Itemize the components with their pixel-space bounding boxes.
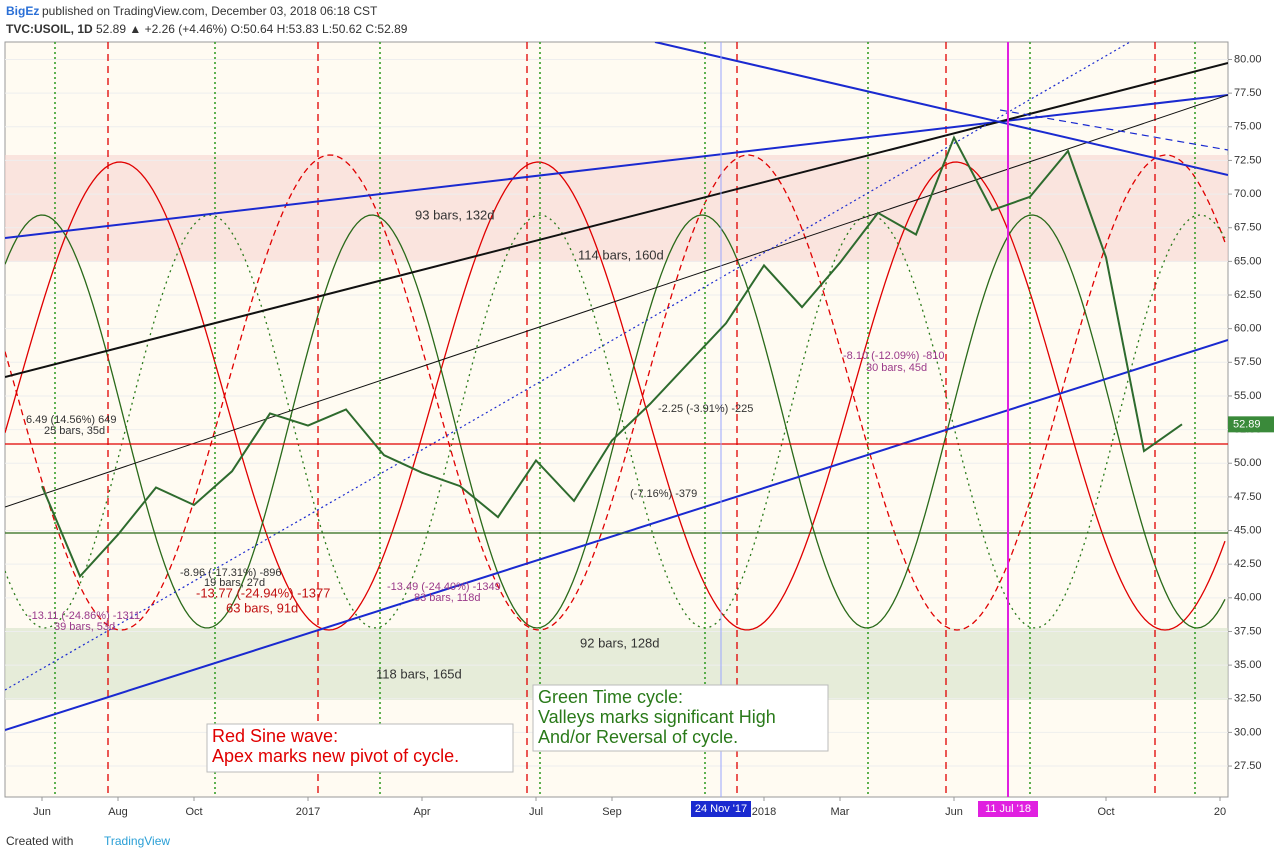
price-line bbox=[41, 135, 1183, 579]
date-marker bbox=[691, 801, 751, 817]
trend-line bbox=[5, 94, 1228, 239]
sine-wave bbox=[5, 161, 1226, 631]
y-tick-label: 80.00 bbox=[1234, 53, 1262, 65]
x-tick-label: Oct bbox=[1097, 806, 1114, 818]
annotation: 39 bars, 53d bbox=[54, 621, 115, 633]
annotation: 19 bars, 27d bbox=[204, 577, 265, 589]
x-tick-label: Jul bbox=[529, 806, 543, 818]
publisher: BigEz bbox=[6, 4, 39, 18]
last-price-label: 52.89 bbox=[1233, 418, 1261, 430]
x-tick-label: Aug bbox=[108, 806, 128, 818]
x-tick-label: Jun bbox=[33, 806, 51, 818]
sine-wave bbox=[5, 214, 1226, 629]
y-tick-label: 55.00 bbox=[1234, 390, 1262, 402]
annotation: -8.96 (-17.31%) -896 bbox=[180, 567, 282, 579]
y-tick-label: 30.00 bbox=[1234, 726, 1262, 738]
annotation: -2.25 (-3.91%) -225 bbox=[658, 403, 753, 415]
annotation: (-7.16%) -379 bbox=[630, 488, 697, 500]
note-text: Green Time cycle: bbox=[538, 687, 683, 707]
last-price-tag bbox=[1228, 416, 1274, 433]
y-tick-label: 70.00 bbox=[1234, 188, 1262, 200]
y-tick-label: 72.50 bbox=[1234, 154, 1262, 166]
y-tick-label: 65.00 bbox=[1234, 255, 1262, 267]
drawings bbox=[5, 42, 1228, 797]
annotation: -13.11 (-24.86%) -1311 bbox=[28, 610, 140, 622]
y-tick-label: 62.50 bbox=[1234, 289, 1262, 301]
trend-line bbox=[654, 42, 1228, 176]
date-marker bbox=[978, 801, 1038, 817]
sine-wave bbox=[5, 214, 1226, 629]
x-tick-label: 2018 bbox=[752, 806, 776, 818]
y-tick-label: 77.50 bbox=[1234, 87, 1262, 99]
y-tick-label: 45.00 bbox=[1234, 524, 1262, 536]
x-tick-label: Sep bbox=[602, 806, 622, 818]
note-box bbox=[206, 723, 514, 773]
note-text: Apex marks new pivot of cycle. bbox=[212, 746, 459, 766]
note-text: Red Sine wave: bbox=[212, 726, 338, 746]
y-tick-label: 57.50 bbox=[1234, 356, 1262, 368]
y-tick-label: 47.50 bbox=[1234, 491, 1262, 503]
trend-line bbox=[999, 109, 1228, 151]
y-tick-label: 27.50 bbox=[1234, 760, 1262, 772]
y-tick-label: 40.00 bbox=[1234, 592, 1262, 604]
trend-line bbox=[5, 42, 1131, 691]
subtitle: published on TradingView.com, December 0… bbox=[42, 4, 378, 18]
trend-line bbox=[5, 94, 1228, 508]
x-tick-label: Apr bbox=[413, 806, 430, 818]
trend-line bbox=[5, 339, 1228, 731]
y-tick-label: 50.00 bbox=[1234, 457, 1262, 469]
chart-title: TVC:USOIL, 1D bbox=[6, 22, 93, 36]
note-box bbox=[532, 684, 829, 752]
annotation: -13.77 (-24.94%) -1377 bbox=[196, 585, 330, 600]
footer: Created with bbox=[6, 834, 73, 848]
y-tick-label: 42.50 bbox=[1234, 558, 1262, 570]
sine-wave bbox=[5, 154, 1226, 631]
date-marker-label: 11 Jul '18 bbox=[985, 803, 1031, 815]
annotation: -8.10 (-12.09%) -810 bbox=[843, 350, 945, 362]
annotation: 63 bars, 91d bbox=[226, 600, 298, 615]
y-tick-label: 37.50 bbox=[1234, 625, 1262, 637]
annotation: 118 bars, 165d bbox=[376, 666, 462, 681]
y-tick-label: 35.00 bbox=[1234, 659, 1262, 671]
band bbox=[5, 155, 1228, 262]
quote: 52.89 ▲ +2.26 (+4.46%) O:50.64 H:53.83 L… bbox=[96, 22, 408, 36]
note-text: Valleys marks significant High bbox=[538, 707, 776, 727]
annotation: 30 bars, 45d bbox=[866, 362, 927, 374]
brand: TradingView bbox=[104, 834, 170, 848]
x-tick-label: Mar bbox=[831, 806, 850, 818]
x-tick-label: 20 bbox=[1214, 806, 1226, 818]
annotation: 92 bars, 128d bbox=[580, 635, 660, 650]
annotation: 93 bars, 132d bbox=[415, 207, 495, 222]
x-tick-label: Jun bbox=[945, 806, 963, 818]
x-tick-label: 2017 bbox=[296, 806, 320, 818]
x-tick-label: Oct bbox=[185, 806, 202, 818]
y-tick-label: 75.00 bbox=[1234, 121, 1262, 133]
note-text: And/or Reversal of cycle. bbox=[538, 727, 738, 747]
date-marker-label: 24 Nov '17 bbox=[695, 803, 747, 815]
annotation: 114 bars, 160d bbox=[578, 247, 664, 262]
y-tick-label: 67.50 bbox=[1234, 222, 1262, 234]
annotation: 83 bars, 118d bbox=[414, 592, 480, 604]
annotation: 6.49 (14.56%) 649 bbox=[26, 414, 117, 426]
trend-line bbox=[5, 62, 1228, 378]
annotation: 25 bars, 35d bbox=[44, 425, 105, 437]
annotation: -13.49 (-24.40%) -1349 bbox=[387, 581, 501, 593]
y-tick-label: 32.50 bbox=[1234, 693, 1262, 705]
y-tick-label: 60.00 bbox=[1234, 323, 1262, 335]
